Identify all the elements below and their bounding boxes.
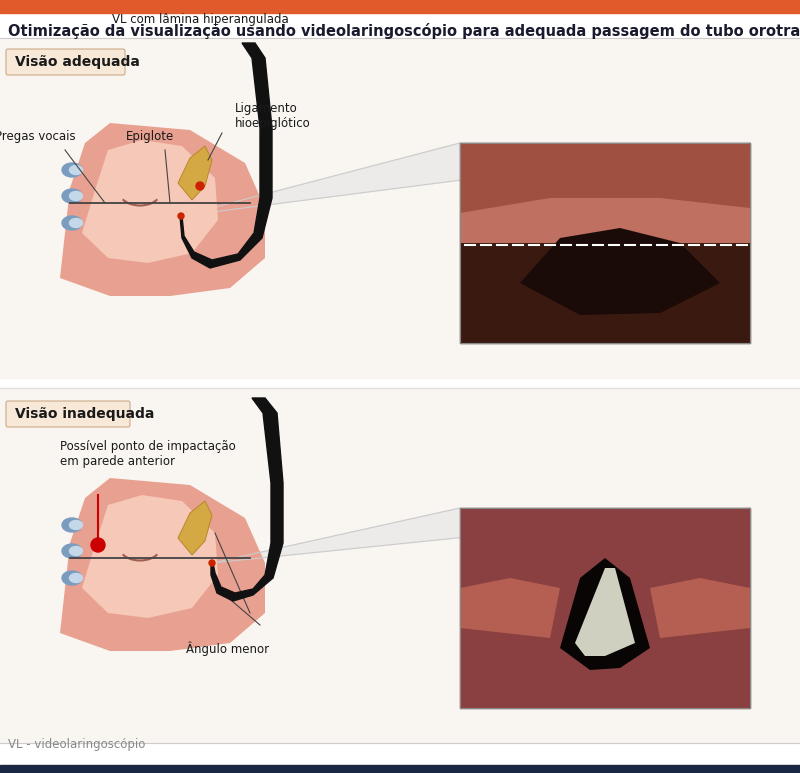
- Polygon shape: [575, 568, 635, 656]
- Bar: [460, 143, 750, 343]
- Polygon shape: [180, 43, 272, 268]
- Bar: [460, 508, 750, 708]
- FancyBboxPatch shape: [6, 401, 130, 427]
- Ellipse shape: [62, 216, 82, 230]
- Polygon shape: [460, 143, 750, 243]
- FancyBboxPatch shape: [6, 49, 125, 75]
- Text: Possível ponto de impactação
em parede anterior: Possível ponto de impactação em parede a…: [60, 440, 236, 468]
- Polygon shape: [212, 508, 750, 563]
- Ellipse shape: [62, 571, 82, 585]
- Circle shape: [91, 538, 105, 552]
- Polygon shape: [460, 578, 560, 638]
- Ellipse shape: [62, 518, 82, 532]
- Ellipse shape: [70, 547, 82, 556]
- Ellipse shape: [62, 189, 82, 203]
- Text: Epiglote: Epiglote: [126, 130, 174, 143]
- Text: VL - videolaringoscópio: VL - videolaringoscópio: [8, 738, 146, 751]
- Polygon shape: [460, 508, 750, 708]
- Bar: [0, 38, 800, 378]
- Bar: [0, 0, 800, 13]
- Polygon shape: [82, 495, 218, 618]
- Polygon shape: [560, 558, 650, 670]
- Polygon shape: [520, 228, 720, 315]
- Ellipse shape: [70, 574, 82, 583]
- Ellipse shape: [70, 219, 82, 227]
- Ellipse shape: [70, 165, 82, 175]
- Text: VL com lâmina hiperangulada: VL com lâmina hiperangulada: [112, 13, 288, 26]
- Ellipse shape: [70, 520, 82, 530]
- Text: Ângulo menor: Ângulo menor: [186, 641, 270, 656]
- Polygon shape: [60, 478, 265, 651]
- Polygon shape: [650, 578, 750, 638]
- Bar: [460, 508, 750, 708]
- Ellipse shape: [62, 544, 82, 558]
- Text: Otimização da visualização usando videolaringoscópio para adequada passagem do t: Otimização da visualização usando videol…: [8, 23, 800, 39]
- Ellipse shape: [62, 163, 82, 177]
- Text: Pregas vocais: Pregas vocais: [0, 130, 75, 143]
- Circle shape: [178, 213, 184, 219]
- Circle shape: [196, 182, 204, 190]
- Text: Ligamento
hioepiglótico: Ligamento hioepiglótico: [235, 102, 310, 130]
- Polygon shape: [181, 143, 750, 216]
- Ellipse shape: [70, 192, 82, 200]
- Text: Visão adequada: Visão adequada: [15, 55, 140, 69]
- Bar: [0, 388, 800, 743]
- Polygon shape: [178, 501, 212, 555]
- Polygon shape: [60, 123, 265, 296]
- Polygon shape: [178, 146, 212, 200]
- Polygon shape: [82, 140, 218, 263]
- Bar: [460, 143, 750, 343]
- Bar: [0, 765, 800, 773]
- Text: Visão inadequada: Visão inadequada: [15, 407, 154, 421]
- Polygon shape: [460, 143, 750, 213]
- Circle shape: [209, 560, 215, 566]
- Polygon shape: [211, 398, 283, 601]
